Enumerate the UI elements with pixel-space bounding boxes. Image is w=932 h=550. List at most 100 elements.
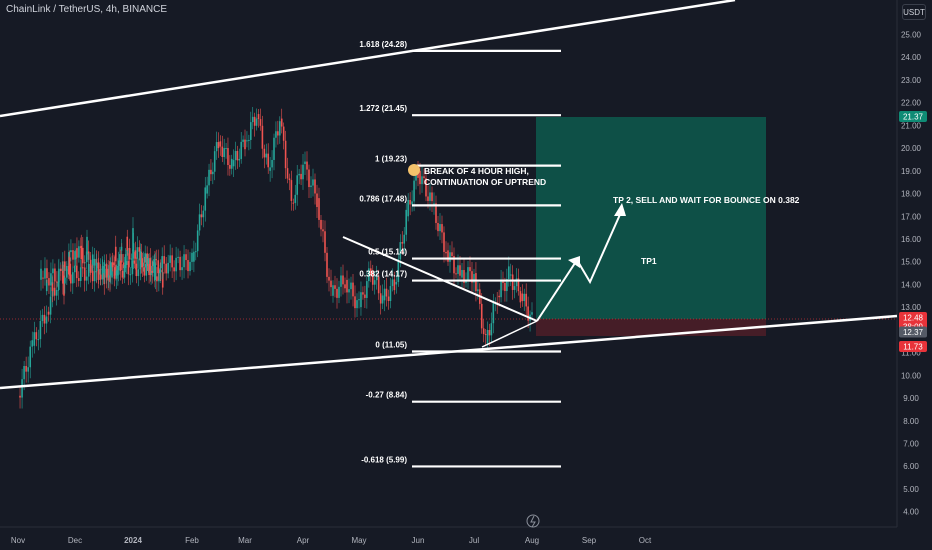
candle-body [508,266,510,280]
candle-body [488,330,491,336]
candle-body [467,267,469,281]
descending-trend-line[interactable] [342,236,538,322]
candle-body [362,292,364,295]
candle-body [492,303,495,324]
candle-body [85,276,88,281]
candle-body [405,209,407,235]
y-tick-label: 11.00 [901,349,921,358]
stop-zone[interactable] [536,318,766,337]
candle-body [330,280,332,288]
candle-body [421,176,423,185]
candle-body [316,193,318,207]
candle-body [169,255,171,263]
y-tick-label: 17.00 [901,212,922,221]
candle-body [215,142,218,152]
candle-body [117,265,119,276]
candle-body [302,164,304,180]
candle-body [475,273,477,292]
candle-body [126,248,129,255]
candle-body [525,293,527,307]
price-marker-label: 21.37 [903,112,924,121]
target-zone[interactable] [536,116,766,319]
price-marker-label: 11.73 [903,343,923,352]
candle-body [354,296,356,309]
candle-body [251,116,254,123]
candle-body [114,246,117,262]
price-marker[interactable] [899,110,927,122]
tp1-annotation: TP1 [641,256,657,266]
y-tick-label: 4.00 [903,508,919,517]
price-marker-label: 12.37 [903,328,924,337]
lightning-icon[interactable] [526,514,540,528]
x-tick-label: Oct [639,536,652,545]
candle-body [273,137,275,160]
candle-body [154,263,157,280]
candle-body [157,260,160,274]
candle-body [156,276,158,282]
candle-body [280,118,283,127]
candle-body [242,139,244,142]
candle-body [387,296,390,302]
candle-body [66,266,68,278]
candle-body [267,153,269,168]
candle-body [490,323,493,336]
candle-body [97,262,100,275]
candle-body [167,262,169,274]
candle-body [135,263,138,277]
candle-body [271,159,273,168]
candle-body [259,119,262,126]
candle-body [531,312,533,315]
candle-body [198,214,201,231]
x-tick-label: Aug [525,536,539,545]
candle-body [455,273,457,275]
candle-body [206,185,208,194]
candle-body [352,282,354,297]
candle-body [269,167,271,171]
candle-body [338,286,340,298]
candle-body [138,247,141,252]
candle-body [183,254,185,268]
candle-body [68,257,71,276]
candle-body [62,270,64,284]
candle-body [379,293,382,304]
candle-body [40,268,42,280]
candle-body [261,125,264,149]
y-tick-label: 14.00 [901,280,922,289]
candle-body [204,187,207,211]
candle-body [336,288,338,298]
candle-body [161,272,164,288]
candle-body [348,289,350,293]
x-tick-label: Sep [582,536,597,545]
candle-body [133,260,136,264]
candle-body [521,293,524,302]
candle-body [42,277,44,279]
candle-body [48,278,50,286]
candle-body [25,366,27,372]
projection-path[interactable] [536,209,623,322]
candle-body [141,258,144,268]
y-tick-label: 24.00 [901,53,922,62]
candle-body [346,279,348,293]
swing-low-line[interactable] [481,320,538,348]
candle-body [515,278,518,287]
x-tick-label: Apr [297,536,310,545]
upper-channel-line[interactable] [0,0,736,118]
candle-body [397,259,400,282]
candle-body [527,306,529,321]
y-tick-label: 8.00 [903,417,919,426]
candle-body [277,131,279,136]
candle-body [257,114,260,120]
y-tick-label: 22.00 [901,99,922,108]
candle-body [282,126,285,141]
price-marker[interactable] [899,341,927,353]
candle-body [306,161,308,170]
currency-unit-button[interactable]: USDT [902,4,926,20]
fib-level-label: 0.382 (14.17) [359,270,407,279]
candle-body [332,285,334,296]
y-tick-label: 15.00 [901,258,922,267]
candle-body [158,269,160,282]
price-marker[interactable] [899,326,927,338]
candle-body [314,179,316,194]
candle-body [189,261,191,272]
